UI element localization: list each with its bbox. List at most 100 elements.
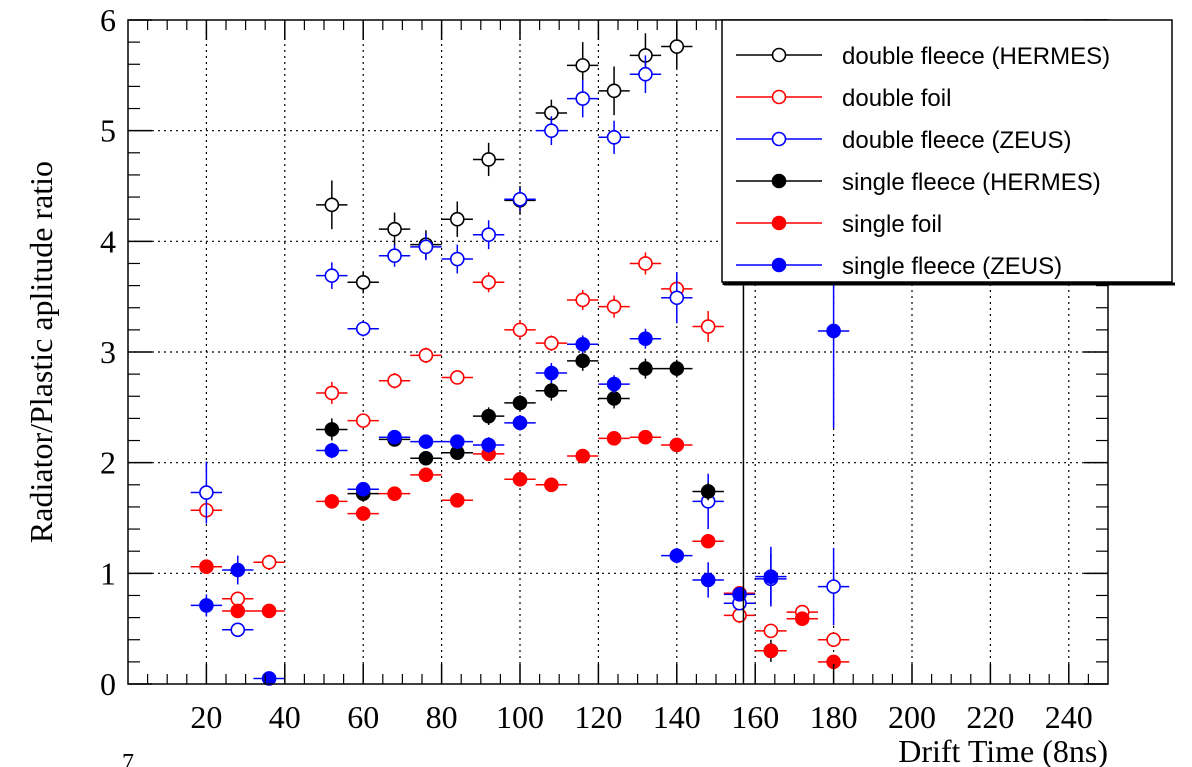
data-point [230,591,246,607]
data-point [669,290,685,306]
data-point [230,622,246,638]
data-point [324,422,340,437]
data-point [512,322,528,338]
legend-entry-label: single foil [842,211,942,238]
data-point [261,671,277,686]
data-point [387,486,402,501]
y-tick-label: 4 [100,223,116,259]
x-tick-label: 160 [731,699,779,735]
data-point [355,506,371,521]
data-point [638,361,653,376]
data-point [826,323,841,339]
y-tick-label: 0 [100,666,116,702]
x-axis-title: Drift Time (8ns) [898,733,1108,767]
data-point [826,632,841,648]
y-tick-label: 5 [100,113,116,149]
data-point [638,66,653,82]
data-point [669,548,685,563]
x-tick-label: 60 [347,699,379,735]
x-tick-label: 80 [426,699,458,735]
data-point [481,274,496,290]
data-point [512,191,528,207]
x-tick-label: 100 [496,699,544,735]
data-point [324,197,340,213]
x-tick-label: 40 [269,699,301,735]
data-point [575,292,591,308]
data-point [387,221,402,237]
legend-swatch-marker [771,173,787,189]
data-point [324,268,340,283]
data-point [669,39,685,54]
data-point [763,623,779,639]
legend-entry-label: double fleece (ZEUS) [842,127,1071,154]
data-point [700,484,716,499]
x-tick-label: 140 [653,699,701,735]
data-point [575,58,591,73]
data-point [638,256,653,271]
legend: double fleece (HERMES) double foil double … [721,19,1175,286]
data-point [199,559,214,574]
legend-swatch-marker [771,131,787,147]
data-point [544,477,559,493]
series-5 [190,233,850,686]
data-point [355,321,371,337]
legend-swatch-marker [771,89,787,105]
data-point [387,429,402,445]
data-point [418,467,434,483]
data-point [544,335,559,351]
x-tick-label: 240 [1045,699,1093,735]
data-point [355,481,371,497]
data-point [481,437,496,453]
data-point [449,370,465,385]
data-point [544,123,559,138]
data-point [449,251,465,267]
legend-entry-label: single fleece (HERMES) [842,169,1101,196]
data-point [669,437,685,453]
data-point [575,353,591,369]
data-point [700,319,716,334]
x-tick-label: 120 [574,699,622,735]
y-tick-label: 6 [100,2,116,38]
data-point [606,376,622,392]
data-point [199,598,214,613]
legend-swatch-marker [771,215,787,231]
data-point [261,603,277,619]
data-point [449,211,465,227]
x-tick-label: 200 [888,699,936,735]
data-point [324,443,340,458]
data-point [324,494,340,509]
data-point [481,227,496,242]
data-point [606,391,622,406]
legend-swatch-marker [771,47,787,63]
data-point [418,434,434,449]
y-tick-label: 3 [100,334,116,370]
data-point [638,331,653,347]
x-tick-label: 180 [810,699,858,735]
data-point [324,385,340,401]
data-point [826,579,841,594]
data-point [418,348,434,363]
data-point [700,572,716,588]
y-tick-label: 2 [100,445,116,481]
data-point [387,248,402,264]
data-point [449,492,465,508]
data-point [575,91,591,106]
tick-labels: 20 40 60 80 100 120 140 160 180 200 220 240 0 1 2 3 4 5 6 [100,2,1093,735]
data-point [355,413,371,428]
y-tick-label: 1 [100,555,116,591]
data-point [606,299,622,314]
data-point [606,431,622,446]
data-point [763,643,779,659]
data-point [355,274,371,290]
data-point [512,415,528,431]
data-point [544,383,559,399]
x-tick-label: 220 [966,699,1014,735]
legend-entry-label: double fleece (HERMES) [842,43,1110,70]
legend-swatch-marker [771,257,787,273]
data-point [418,450,434,466]
data-point [512,395,528,411]
data-point [449,434,465,449]
data-point [481,152,496,167]
y-axis-title: Radiator/Plastic aplitude ratio [23,161,59,543]
data-point [575,336,591,352]
